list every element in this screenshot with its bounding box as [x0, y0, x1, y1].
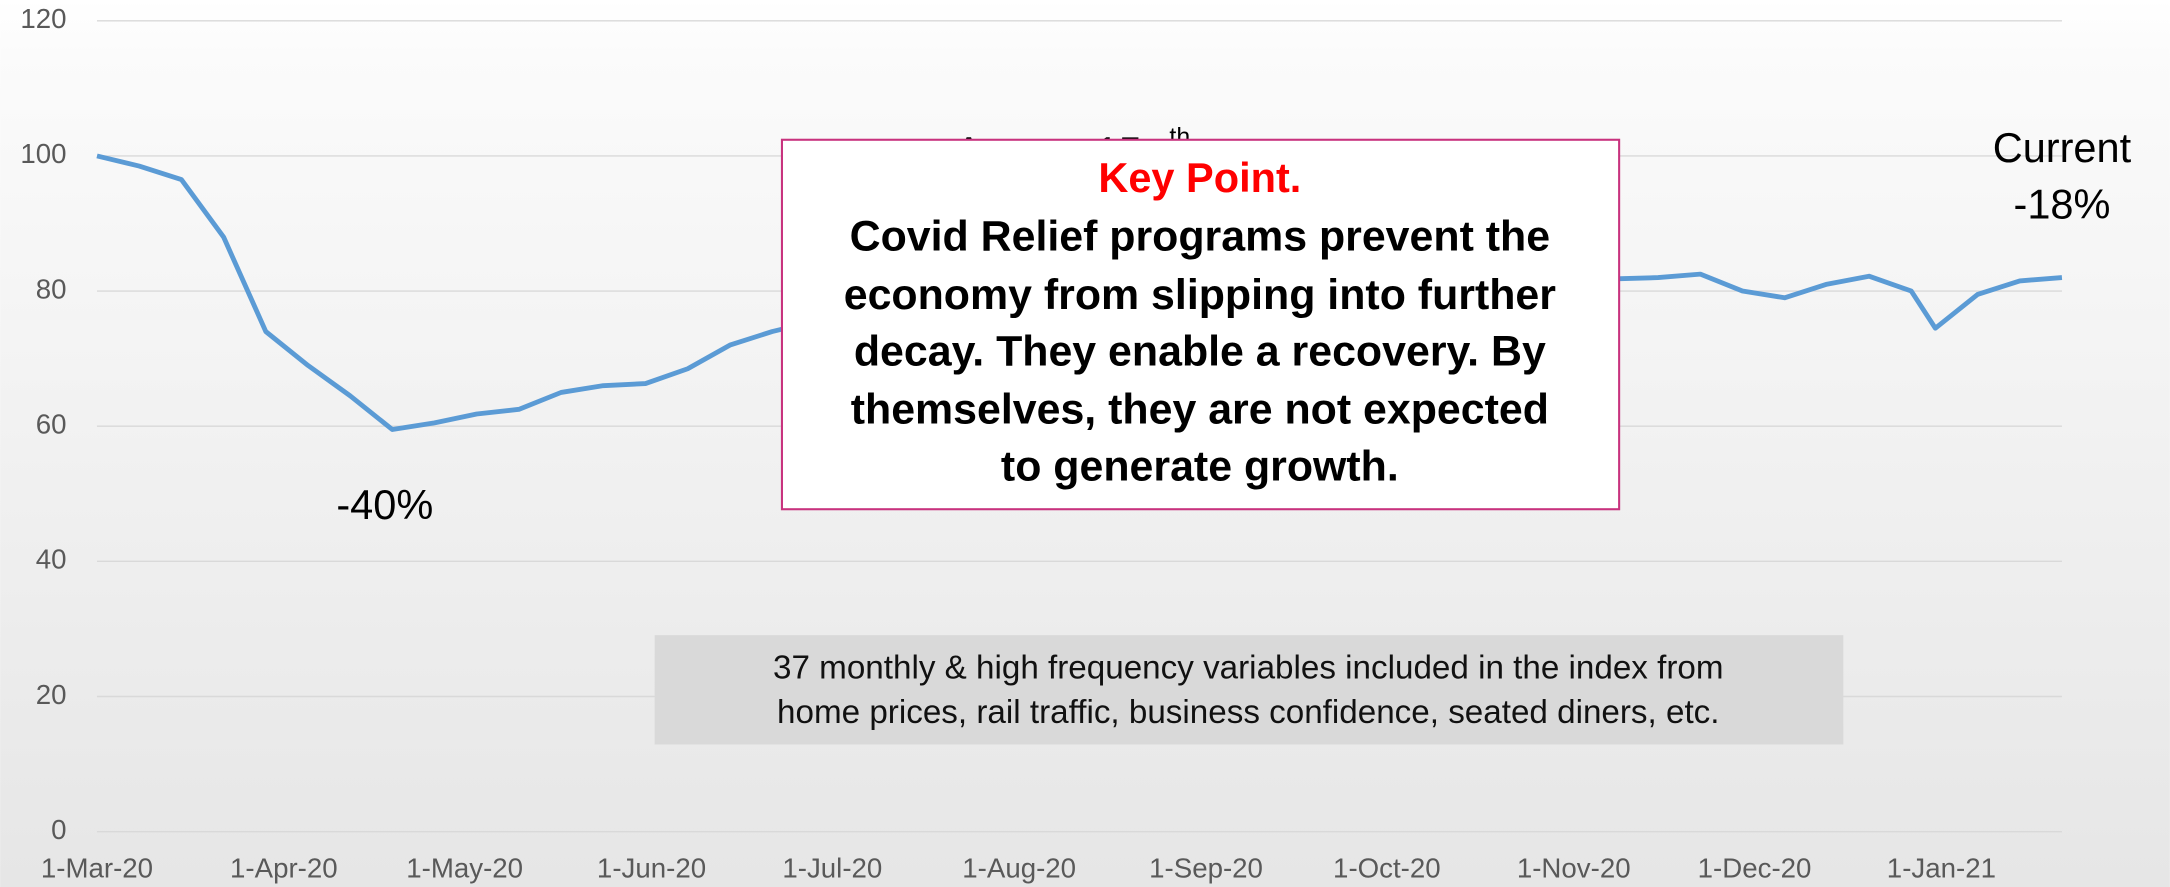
current-label: Current: [1993, 124, 2132, 171]
x-tick-label: 1-Nov-20: [1517, 853, 1631, 884]
x-tick-label: 1-Oct-20: [1333, 853, 1441, 884]
key-line: Covid Relief programs prevent the: [850, 213, 1550, 261]
x-tick-label: 1-Mar-20: [41, 853, 153, 884]
key-line: economy from slipping into further: [844, 271, 1557, 319]
current-value: -18%: [2014, 181, 2111, 228]
y-tick-label: 100: [20, 138, 66, 169]
y-tick-label: 40: [36, 544, 67, 575]
trough-label: -40%: [336, 481, 433, 528]
x-tick-label: 1-May-20: [406, 853, 523, 884]
key-line: themselves, they are not expected: [851, 386, 1549, 434]
note-box: [654, 635, 1844, 745]
y-tick-label: 20: [36, 679, 67, 710]
y-tick-label: 60: [36, 409, 67, 440]
y-tick-label: 80: [36, 273, 67, 304]
key-line: to generate growth.: [1001, 442, 1399, 490]
x-tick-label: 1-Jul-20: [782, 853, 882, 884]
x-tick-label: 1-Jan-21: [1887, 853, 1996, 884]
x-tick-label: 1-Aug-20: [962, 853, 1076, 884]
x-tick-label: 1-Dec-20: [1698, 853, 1812, 884]
x-tick-label: 1-Sep-20: [1149, 853, 1263, 884]
y-tick-label: 120: [20, 3, 66, 34]
x-tick-label: 1-Apr-20: [230, 853, 338, 884]
key-title: Key Point.: [1098, 154, 1301, 201]
key-box: [780, 138, 1621, 511]
key-line: decay. They enable a recovery. By: [854, 328, 1546, 376]
x-tick-label: 1-Jun-20: [597, 853, 706, 884]
y-tick-label: 0: [51, 814, 66, 845]
note-line: home prices, rail traffic, business conf…: [777, 694, 1719, 731]
note-line: 37 monthly & high frequency variables in…: [773, 650, 1724, 687]
